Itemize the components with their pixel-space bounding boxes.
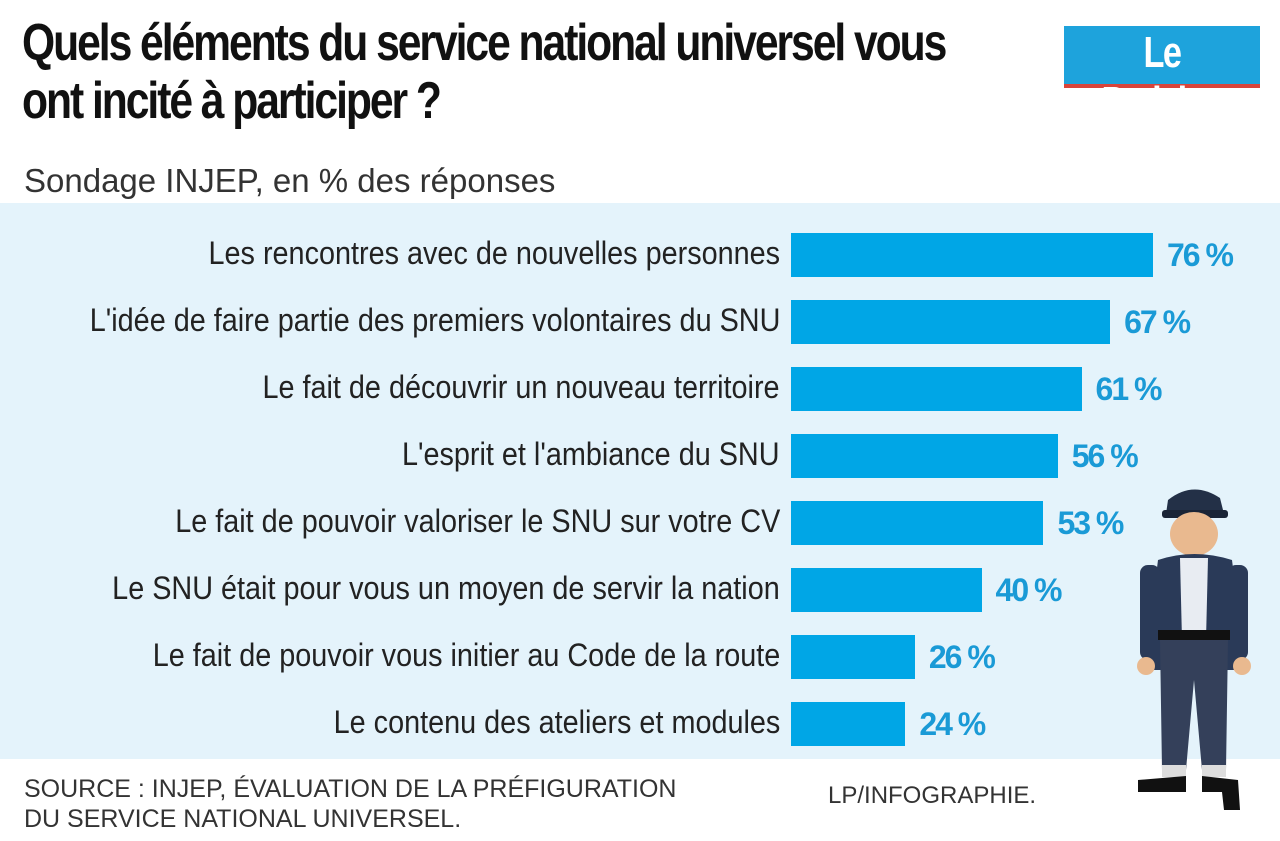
- bar: [791, 702, 906, 746]
- le-parisien-logo: Le Parisien: [1064, 26, 1260, 127]
- bar: [791, 233, 1153, 277]
- source-line-1: SOURCE : INJEP, ÉVALUATION DE LA PRÉFIGU…: [24, 775, 677, 803]
- bar: [791, 501, 1044, 545]
- chart-title: Quels éléments du service national unive…: [22, 14, 947, 130]
- bar: [791, 635, 915, 679]
- category-label: Les rencontres avec de nouvelles personn…: [208, 235, 780, 271]
- source-line-2: DU SERVICE NATIONAL UNIVERSEL.: [24, 805, 462, 833]
- bar: [791, 300, 1111, 344]
- value-label: 67 %: [1124, 304, 1191, 340]
- value-label: 24 %: [919, 706, 986, 742]
- volunteer-illustration: [1137, 489, 1251, 810]
- category-label: Le fait de pouvoir valoriser le SNU sur …: [174, 503, 780, 539]
- credit: LP/INFOGRAPHIE.: [828, 782, 1037, 809]
- category-label: Le contenu des ateliers et modules: [333, 704, 780, 740]
- source-note: SOURCE : INJEP, ÉVALUATION DE LA PRÉFIGU…: [24, 774, 676, 834]
- value-label: 76 %: [1167, 237, 1234, 273]
- bar: [791, 568, 982, 612]
- chart-subtitle: Sondage INJEP, en % des réponses: [24, 162, 556, 199]
- category-label: Le fait de pouvoir vous initier au Code …: [152, 637, 780, 673]
- chart-panel: [0, 203, 1280, 759]
- value-label: 26 %: [928, 639, 996, 675]
- category-label: L'idée de faire partie des premiers volo…: [89, 302, 780, 338]
- value-label: 61 %: [1095, 371, 1163, 407]
- category-label: Le fait de découvrir un nouveau territoi…: [262, 369, 780, 405]
- bar: [791, 367, 1082, 411]
- category-label: Le SNU était pour vous un moyen de servi…: [112, 570, 780, 606]
- value-label: 56 %: [1071, 438, 1139, 474]
- category-label: L'esprit et l'ambiance du SNU: [402, 436, 780, 472]
- value-label: 53 %: [1057, 505, 1124, 541]
- bar: [791, 434, 1058, 478]
- value-label: 40 %: [995, 572, 1063, 608]
